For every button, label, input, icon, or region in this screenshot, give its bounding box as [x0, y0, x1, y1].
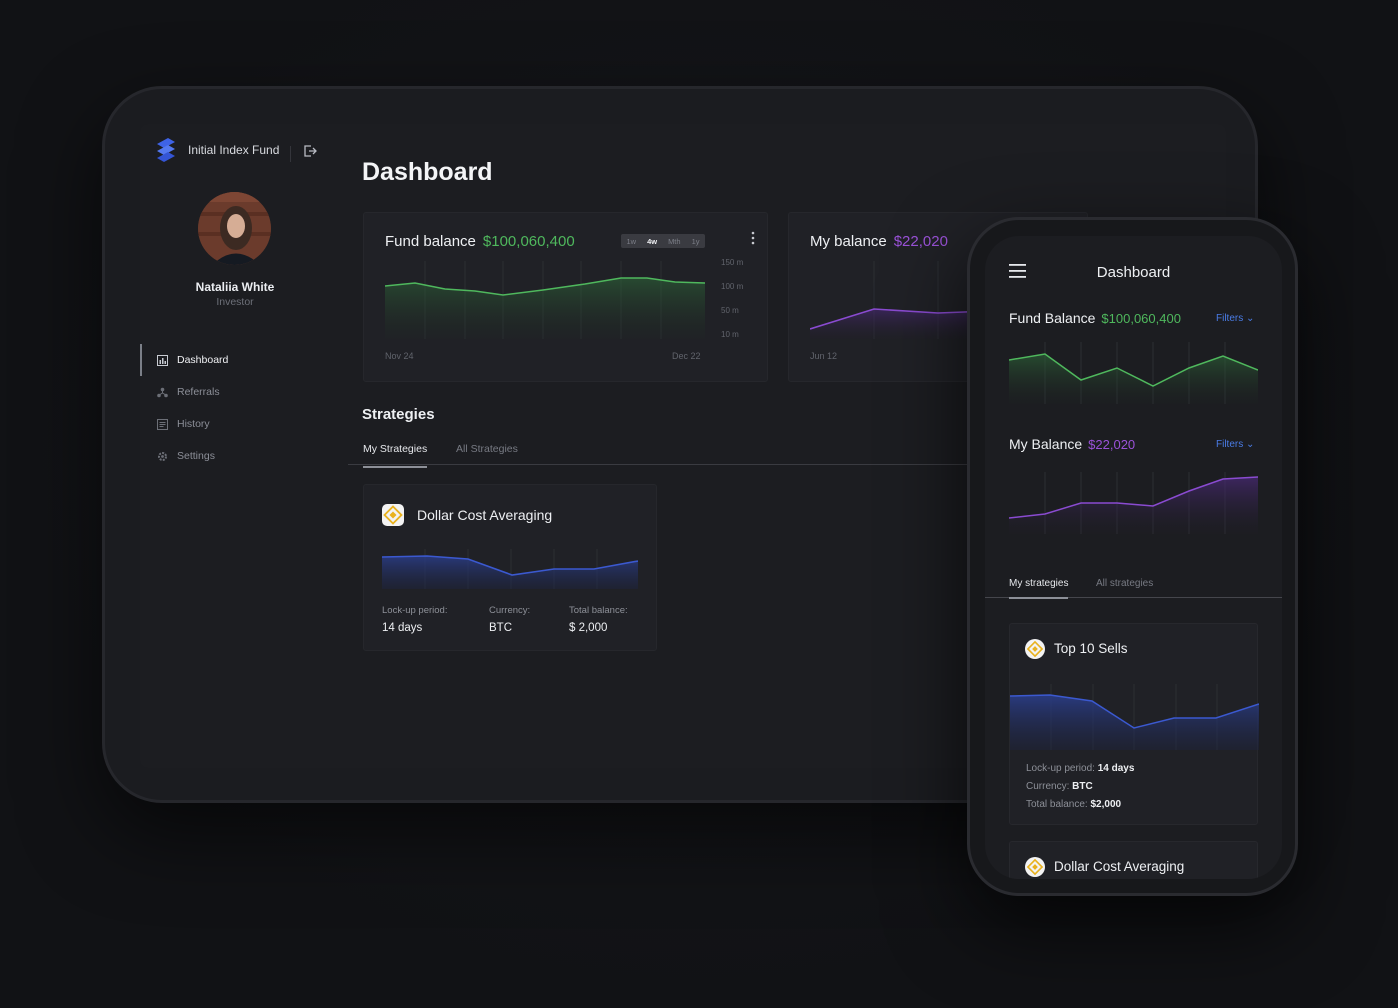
- user-name: Nataliia White: [195, 280, 275, 294]
- strategies-tabs: My Strategies All Strategies: [348, 438, 968, 468]
- strategy-chart: [382, 549, 638, 589]
- phone-fund-chart: [1009, 342, 1258, 404]
- hamburger-menu-icon[interactable]: [1009, 264, 1026, 278]
- sidebar-item-label: History: [177, 418, 210, 430]
- tab-all-strategies[interactable]: All Strategies: [456, 443, 518, 455]
- filters-label: Filters: [1216, 439, 1244, 450]
- phone-screen: Dashboard Fund Balance $100,060,400 Filte…: [985, 236, 1282, 879]
- chevron-down-icon: ⌄: [1246, 439, 1255, 450]
- total-balance-value: $ 2,000: [569, 622, 608, 634]
- fund-balance-label: Fund balance: [385, 233, 476, 250]
- sidebar-item-label: Dashboard: [177, 354, 229, 366]
- phone-strategy-name: Top 10 Sells: [1054, 641, 1128, 656]
- sidebar-item-label: Referrals: [177, 386, 220, 398]
- binance-coin-icon: [1025, 639, 1045, 659]
- avatar[interactable]: [198, 192, 271, 265]
- tab-my-strategies[interactable]: My Strategies: [363, 443, 428, 468]
- phone-currency-value: BTC: [1072, 781, 1093, 792]
- gear-icon: [158, 451, 167, 461]
- logout-icon[interactable]: [303, 144, 317, 158]
- strategy-card[interactable]: Dollar Cost Averaging Lock-up period: 14…: [363, 484, 657, 651]
- range-4w[interactable]: 4w: [647, 236, 658, 246]
- phone-total-value: $2,000: [1090, 799, 1122, 810]
- sidebar: Initial Index Fund: [140, 124, 340, 768]
- phone-strategy-chart: [1010, 684, 1259, 750]
- strategies-title: Strategies: [362, 406, 435, 423]
- phone-strategies-tabs: My strategies All strategies: [985, 574, 1282, 599]
- currency-label: Currency:: [489, 605, 531, 616]
- phone-my-balance-title: My Balance $22,020: [1009, 436, 1135, 452]
- phone-tab-all-strategies[interactable]: All strategies: [1096, 578, 1154, 589]
- phone-fund-filters[interactable]: Filters ⌄: [1216, 313, 1254, 324]
- binance-coin-icon: [382, 504, 404, 526]
- sidebar-item-history[interactable]: History: [140, 408, 340, 440]
- filters-label: Filters: [1216, 313, 1244, 324]
- total-balance-label: Total balance:: [569, 605, 628, 616]
- sidebar-item-label: Settings: [177, 450, 215, 462]
- phone-strategy-card-dca[interactable]: Dollar Cost Averaging: [1009, 841, 1258, 879]
- y-tick-label: 50 m: [721, 306, 739, 315]
- sidebar-item-dashboard[interactable]: Dashboard: [140, 344, 340, 376]
- my-balance-chart: [810, 261, 990, 339]
- x-start-label: Nov 24: [385, 351, 414, 361]
- y-tick-label: 150 m: [721, 258, 744, 267]
- referrals-icon: [157, 387, 168, 397]
- lockup-label: Lock-up period:: [382, 605, 448, 616]
- page-title: Dashboard: [362, 158, 493, 186]
- history-icon: [157, 418, 168, 430]
- lockup-value: 14 days: [382, 622, 423, 634]
- strategy-name: Dollar Cost Averaging: [417, 507, 553, 523]
- range-1y[interactable]: 1y: [691, 236, 700, 246]
- avatar-image: [198, 192, 271, 265]
- phone-my-value: $22,020: [1088, 437, 1136, 452]
- phone-lockup-label: Lock-up period:: [1026, 763, 1095, 774]
- phone-fund-label: Fund Balance: [1009, 310, 1096, 326]
- phone-strategy-card-top10[interactable]: Top 10 Sells Lock-up period: 14 days Cur…: [1009, 623, 1259, 825]
- more-options-icon[interactable]: [751, 231, 755, 245]
- phone-device: Dashboard Fund Balance $100,060,400 Filte…: [967, 217, 1298, 896]
- fund-balance-title: Fund balance $100,060,400: [385, 233, 575, 250]
- fund-balance-value: $100,060,400: [482, 233, 575, 250]
- phone-total: Total balance: $2,000: [1026, 799, 1121, 810]
- phone-page-title: Dashboard: [1096, 264, 1171, 281]
- fund-balance-chart: [385, 261, 705, 339]
- sidebar-nav: Dashboard Referrals History Settings: [140, 344, 340, 472]
- range-1w[interactable]: 1w: [626, 236, 637, 246]
- sidebar-item-referrals[interactable]: Referrals: [140, 376, 340, 408]
- phone-fund-value: $100,060,400: [1101, 311, 1181, 326]
- phone-total-label: Total balance:: [1026, 799, 1088, 810]
- brand-separator: [290, 146, 291, 162]
- phone-tab-my-strategies[interactable]: My strategies: [1009, 578, 1069, 599]
- phone-fund-balance-title: Fund Balance $100,060,400: [1009, 310, 1181, 326]
- brand-name: Initial Index Fund: [188, 143, 280, 157]
- binance-coin-icon: [1025, 857, 1045, 877]
- y-tick-label: 100 m: [721, 282, 744, 291]
- range-mth[interactable]: Mth: [668, 236, 681, 246]
- phone-my-balance-chart: [1009, 472, 1258, 534]
- brand[interactable]: Initial Index Fund: [155, 138, 279, 162]
- brand-logo-icon: [157, 138, 175, 162]
- y-tick-label: 10 m: [721, 330, 739, 339]
- phone-my-label: My Balance: [1009, 436, 1083, 452]
- my-balance-value: $22,020: [893, 233, 948, 250]
- user-role: Investor: [216, 296, 254, 308]
- phone-strategy-name: Dollar Cost Averaging: [1054, 859, 1185, 874]
- currency-value: BTC: [489, 622, 512, 634]
- phone-my-filters[interactable]: Filters ⌄: [1216, 439, 1254, 450]
- phone-lockup-value: 14 days: [1097, 763, 1135, 774]
- x-start-label: Jun 12: [810, 351, 838, 361]
- my-balance-label: My balance: [810, 233, 887, 250]
- my-balance-title: My balance $22,020: [810, 233, 948, 250]
- fund-balance-card: Fund balance $100,060,400 1w 4w Mth 1y: [363, 212, 768, 382]
- main-content: Dashboard Fund balance $100,060,400 1w 4w…: [348, 124, 1226, 768]
- sidebar-item-settings[interactable]: Settings: [140, 440, 340, 472]
- phone-currency-label: Currency:: [1026, 781, 1070, 792]
- chart-icon: [157, 354, 168, 366]
- phone-currency: Currency: BTC: [1026, 781, 1093, 792]
- x-end-label: Dec 22: [672, 351, 701, 361]
- range-selector: 1w 4w Mth 1y: [621, 234, 705, 248]
- phone-lockup: Lock-up period: 14 days: [1026, 763, 1134, 774]
- chevron-down-icon: ⌄: [1246, 313, 1255, 324]
